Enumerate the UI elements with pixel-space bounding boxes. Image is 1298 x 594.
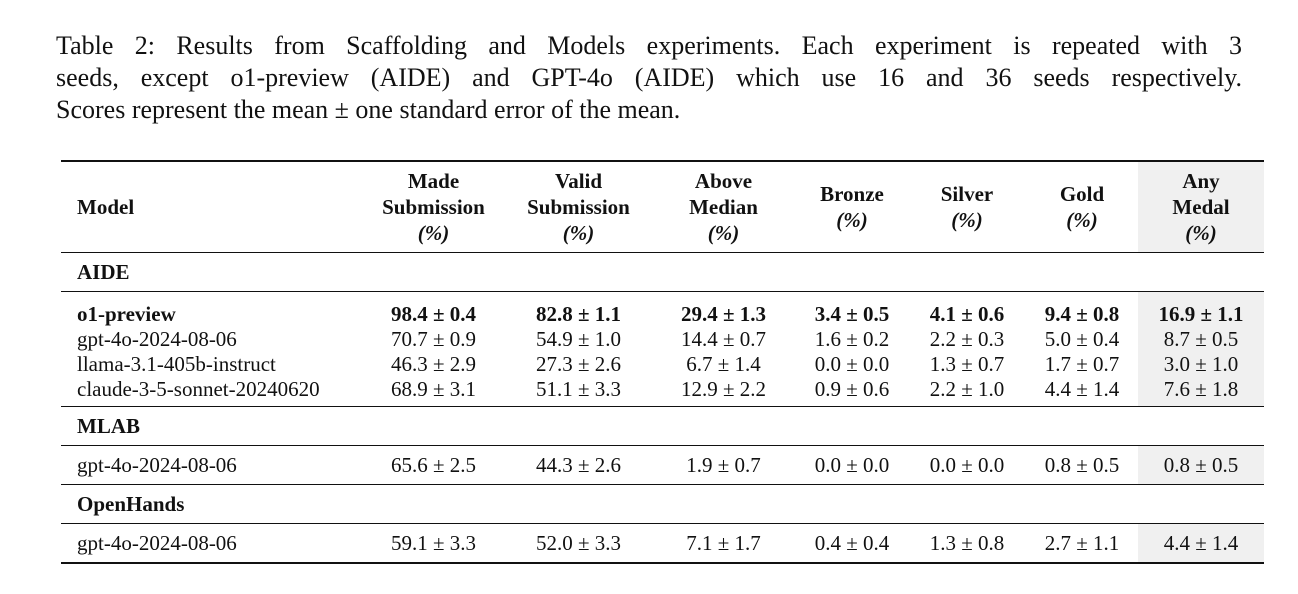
caption-line: seeds, except o1-preview (AIDE) and GPT-… <box>56 63 1242 92</box>
header-valid-submission: Valid Submission (%) <box>527 169 630 245</box>
model-cell: llama-3.1-405b-instruct <box>77 352 276 376</box>
gold-cell: 4.4 ± 1.4 <box>1044 377 1120 401</box>
header-silver: Silver (%) <box>940 182 994 232</box>
table-row: claude-3-5-sonnet-20240620 68.9 ± 3.1 51… <box>61 377 1264 407</box>
made-cell: 65.6 ± 2.5 <box>390 452 477 477</box>
above-cell: 14.4 ± 0.7 <box>680 327 767 351</box>
above-cell: 29.4 ± 1.3 <box>680 302 767 326</box>
silver-cell: 1.3 ± 0.8 <box>929 530 1005 555</box>
valid-cell: 51.1 ± 3.3 <box>535 377 622 401</box>
made-cell: 98.4 ± 0.4 <box>390 302 477 326</box>
valid-cell: 82.8 ± 1.1 <box>535 302 622 326</box>
above-cell: 7.1 ± 1.7 <box>686 530 761 555</box>
silver-cell: 0.0 ± 0.0 <box>929 452 1005 477</box>
any-cell: 8.7 ± 0.5 <box>1138 327 1264 352</box>
gold-cell: 5.0 ± 0.4 <box>1044 327 1120 351</box>
model-cell: claude-3-5-sonnet-20240620 <box>77 377 320 401</box>
table-row: llama-3.1-405b-instruct 46.3 ± 2.9 27.3 … <box>61 352 1264 377</box>
any-cell: 0.8 ± 0.5 <box>1138 445 1264 485</box>
header-bronze: Bronze (%) <box>820 182 884 232</box>
table-row: gpt-4o-2024-08-06 70.7 ± 0.9 54.9 ± 1.0 … <box>61 327 1264 352</box>
made-cell: 68.9 ± 3.1 <box>390 377 477 401</box>
model-cell: gpt-4o-2024-08-06 <box>77 452 237 477</box>
made-cell: 59.1 ± 3.3 <box>390 530 477 555</box>
silver-cell: 2.2 ± 0.3 <box>929 327 1005 351</box>
header-made-submission: Made Submission (%) <box>382 169 485 245</box>
section-row-mlab: MLAB <box>61 406 1264 446</box>
caption-line: Scores represent the mean ± one standard… <box>56 95 681 124</box>
valid-cell: 52.0 ± 3.3 <box>535 530 622 555</box>
header-gold: Gold (%) <box>1059 182 1105 232</box>
bronze-cell: 3.4 ± 0.5 <box>814 302 890 326</box>
silver-cell: 2.2 ± 1.0 <box>929 377 1005 401</box>
section-row-aide: AIDE <box>61 252 1264 292</box>
silver-cell: 1.3 ± 0.7 <box>929 352 1005 376</box>
any-cell: 3.0 ± 1.0 <box>1138 352 1264 377</box>
bronze-cell: 0.0 ± 0.0 <box>814 352 890 376</box>
any-cell: 4.4 ± 1.4 <box>1138 523 1264 563</box>
valid-cell: 54.9 ± 1.0 <box>535 327 622 351</box>
section-row-openhands: OpenHands <box>61 484 1264 524</box>
model-cell: gpt-4o-2024-08-06 <box>77 327 237 351</box>
valid-cell: 44.3 ± 2.6 <box>535 452 622 477</box>
gold-cell: 2.7 ± 1.1 <box>1044 530 1120 555</box>
model-cell: gpt-4o-2024-08-06 <box>77 530 237 555</box>
made-cell: 70.7 ± 0.9 <box>390 327 477 351</box>
table-caption: Table 2: Results from Scaffolding and Mo… <box>56 30 1242 126</box>
any-cell: 7.6 ± 1.8 <box>1138 377 1264 407</box>
header-any-medal: Any Medal (%) <box>1138 161 1264 253</box>
bronze-cell: 0.9 ± 0.6 <box>814 377 890 401</box>
table-row: gpt-4o-2024-08-06 59.1 ± 3.3 52.0 ± 3.3 … <box>61 523 1264 563</box>
results-table-container: Model Made Submission (%) Valid Submissi… <box>61 160 1264 564</box>
gold-cell: 1.7 ± 0.7 <box>1044 352 1120 376</box>
valid-cell: 27.3 ± 2.6 <box>535 352 622 376</box>
bronze-cell: 0.0 ± 0.0 <box>814 452 890 477</box>
any-cell: 16.9 ± 1.1 <box>1138 291 1264 327</box>
above-cell: 12.9 ± 2.2 <box>680 377 767 401</box>
model-cell: o1-preview <box>77 302 176 326</box>
silver-cell: 4.1 ± 0.6 <box>929 302 1005 326</box>
header-above-median: Above Median (%) <box>689 169 758 245</box>
above-cell: 6.7 ± 1.4 <box>686 352 761 376</box>
results-table: Model Made Submission (%) Valid Submissi… <box>61 160 1264 564</box>
section-label: MLAB <box>77 413 140 438</box>
caption-line: Table 2: Results from Scaffolding and Mo… <box>56 31 1242 60</box>
table-row: gpt-4o-2024-08-06 65.6 ± 2.5 44.3 ± 2.6 … <box>61 445 1264 485</box>
gold-cell: 9.4 ± 0.8 <box>1044 302 1120 326</box>
gold-cell: 0.8 ± 0.5 <box>1044 452 1120 477</box>
header-model: Model <box>77 195 135 219</box>
section-label: OpenHands <box>77 491 185 516</box>
section-label: AIDE <box>77 259 130 284</box>
made-cell: 46.3 ± 2.9 <box>390 352 477 376</box>
bronze-cell: 0.4 ± 0.4 <box>814 530 890 555</box>
above-cell: 1.9 ± 0.7 <box>686 452 761 477</box>
bronze-cell: 1.6 ± 0.2 <box>814 327 890 351</box>
table-row: o1-preview 98.4 ± 0.4 82.8 ± 1.1 29.4 ± … <box>61 291 1264 327</box>
